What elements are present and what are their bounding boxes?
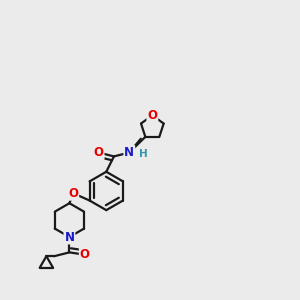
Text: O: O xyxy=(80,248,90,261)
Text: O: O xyxy=(68,187,78,200)
Text: O: O xyxy=(94,146,103,159)
Text: O: O xyxy=(147,109,157,122)
Text: H: H xyxy=(139,148,148,159)
Text: N: N xyxy=(64,230,74,244)
Text: N: N xyxy=(124,146,134,159)
